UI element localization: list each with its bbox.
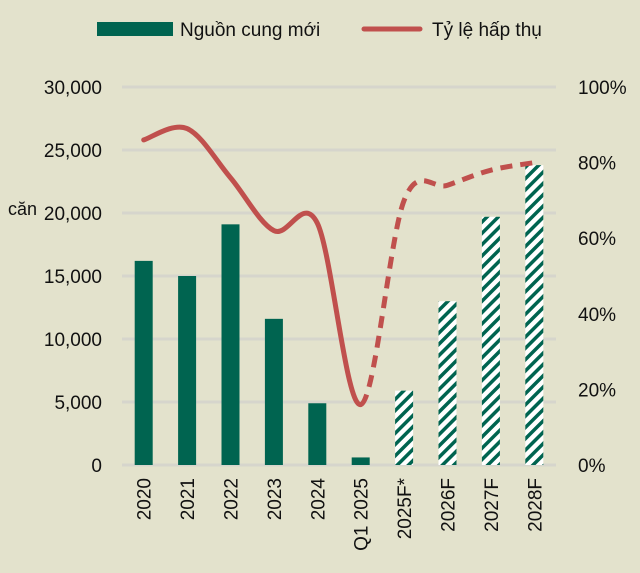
bar-2027f <box>481 216 500 465</box>
x-tick-label: 2022 <box>222 478 243 520</box>
x-tick-label: 2025F* <box>395 477 416 539</box>
x-tick-label: 2020 <box>135 478 156 520</box>
x-tick-label: 2024 <box>308 478 329 521</box>
bar-q12025 <box>351 457 370 465</box>
bar-2024 <box>308 403 327 465</box>
y-tick-label: 20,000 <box>44 204 102 225</box>
x-tick-label: 2026F <box>439 478 460 532</box>
y-tick-label: 5,000 <box>54 393 102 414</box>
x-tick-label: 2023 <box>265 478 286 520</box>
y2-tick-label: 0% <box>578 456 606 477</box>
y2-tick-label: 60% <box>578 229 616 250</box>
y-tick-label: 15,000 <box>44 267 102 288</box>
bar-2021 <box>178 276 197 465</box>
y2-tick-label: 100% <box>578 78 627 99</box>
y-tick-label: 10,000 <box>44 330 102 351</box>
legend-label-supply: Nguồn cung mới <box>180 20 320 41</box>
y-tick-label: 25,000 <box>44 141 102 162</box>
absorption-line-forecast <box>358 160 535 407</box>
y2-tick-label: 20% <box>578 380 616 401</box>
legend-label-absorption: Tỷ lệ hấp thụ <box>432 20 542 41</box>
x-tick-label: 2021 <box>178 478 199 520</box>
legend-swatch-supply <box>97 22 173 36</box>
bar-2025f <box>395 390 414 465</box>
x-tick-label: 2028F <box>525 478 546 532</box>
y-axis-label: căn <box>8 199 37 219</box>
bar-2023 <box>264 318 283 465</box>
bar-2026f <box>438 301 457 465</box>
absorption-line-actual <box>141 124 364 408</box>
y-tick-label: 0 <box>91 456 102 477</box>
bar-2020 <box>134 260 153 465</box>
legend: Nguồn cung mới Tỷ lệ hấp thụ <box>97 20 542 41</box>
bar-2022 <box>221 224 240 465</box>
bar-2028f <box>525 165 544 465</box>
y2-tick-label: 40% <box>578 305 616 326</box>
y2-tick-label: 80% <box>578 154 616 175</box>
x-tick-label: Q1 2025 <box>352 478 373 551</box>
x-tick-label: 2027F <box>482 478 503 532</box>
y-tick-label: 30,000 <box>44 78 102 99</box>
